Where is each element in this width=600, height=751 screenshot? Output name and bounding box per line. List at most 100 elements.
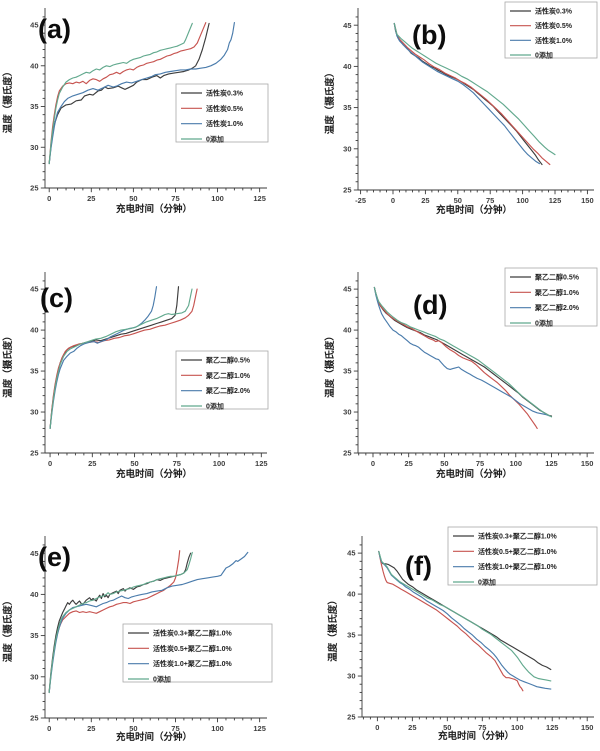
svg-text:30: 30: [30, 672, 38, 681]
x-axis-title: 充电时间（分钟）: [436, 468, 512, 480]
svg-text:30: 30: [30, 143, 38, 152]
svg-text:0: 0: [391, 196, 395, 205]
svg-text:30: 30: [30, 408, 38, 417]
svg-text:0添加: 0添加: [206, 402, 224, 411]
chart-d-svg: 0 25 50 75 100 125 150 25 30 35 40 45 充电时间（分钟） 温度（摄氏度…: [324, 267, 598, 480]
svg-text:100: 100: [516, 196, 529, 205]
panel-label-b: (b): [412, 20, 446, 50]
chart-panel-a: 0 25 50 75 100 125 25 30 35 40 45 充电时间（分钟） 温度（摄氏度） (a…: [0, 0, 300, 250]
legend-e: 活性炭0.3+聚乙二醇1.0% 活性炭0.5+聚乙二醇1.0% 活性炭1.0+聚乙二…: [122, 623, 273, 684]
panel-label-c: (c): [40, 283, 73, 313]
svg-text:聚乙二醇1.0%: 聚乙二醇1.0%: [205, 371, 251, 380]
svg-text:聚乙二醇0.5%: 聚乙二醇0.5%: [534, 273, 580, 282]
panel-label-f: (f): [405, 551, 432, 581]
series-a-0: [48, 22, 210, 165]
svg-text:25: 25: [88, 459, 96, 468]
tick-labels: -25 0 25 50 75 100 125 150 25 30 35 40 45: [343, 21, 594, 205]
svg-text:75: 75: [478, 723, 486, 732]
svg-text:充电时间（分钟）: 充电时间（分钟）: [116, 468, 192, 480]
svg-text:0: 0: [48, 459, 52, 468]
svg-text:活性炭1.0%: 活性炭1.0%: [535, 36, 573, 45]
series-d-3: [373, 286, 553, 418]
axes: [40, 272, 267, 458]
svg-text:0添加: 0添加: [478, 578, 496, 587]
svg-text:25: 25: [87, 724, 95, 733]
svg-text:25: 25: [408, 723, 416, 732]
chart-panel-d: 0 25 50 75 100 125 150 25 30 35 40 45 充电时间（分钟） 温度（摄氏度…: [300, 250, 600, 500]
svg-text:0: 0: [371, 459, 375, 468]
svg-text:125: 125: [549, 196, 562, 205]
svg-text:150: 150: [581, 459, 594, 468]
series-a-3: [48, 22, 193, 165]
chart-c-svg: 0 25 50 75 100 125 25 30 35 40 45 充电时间（分钟） 温度（摄氏度） (c…: [2, 272, 269, 480]
svg-text:75: 75: [486, 196, 494, 205]
chart-panel-b: -25 0 25 50 75 100 125 150 25 30 35 40 45 充电时间（分钟） 温度（…: [300, 0, 600, 250]
svg-text:25: 25: [30, 184, 38, 193]
tick-labels: 0 25 50 75 100 125 25 30 35 40 45: [30, 285, 267, 468]
svg-text:40: 40: [30, 326, 38, 335]
series-e-0: [48, 552, 192, 693]
panel-label-d: (d): [413, 290, 447, 320]
svg-text:充电时间（分钟）: 充电时间（分钟）: [116, 203, 192, 215]
svg-text:35: 35: [30, 102, 38, 111]
legend-a: 活性炭0.3% 活性炭0.5% 活性炭1.0% 0添加: [175, 83, 269, 144]
series-e-3: [48, 551, 193, 694]
svg-text:40: 40: [30, 61, 38, 70]
svg-text:40: 40: [30, 590, 38, 599]
svg-text:温度（摄氏度）: 温度（摄氏度）: [327, 595, 339, 662]
svg-text:45: 45: [347, 549, 355, 558]
svg-text:75: 75: [476, 459, 484, 468]
svg-text:100: 100: [213, 459, 226, 468]
svg-text:充电时间（分钟）: 充电时间（分钟）: [436, 204, 512, 216]
svg-text:25: 25: [87, 194, 95, 203]
svg-text:活性炭0.3+聚乙二醇1.0%: 活性炭0.3+聚乙二醇1.0%: [153, 629, 233, 638]
series-b-1: [393, 22, 551, 166]
tick-labels: 0 25 50 75 100 125 150 25 30 35 40 45: [343, 285, 593, 468]
svg-text:活性炭0.3%: 活性炭0.3%: [206, 89, 244, 98]
svg-text:125: 125: [255, 459, 268, 468]
svg-text:125: 125: [546, 723, 559, 732]
svg-text:(c): (c): [40, 283, 73, 313]
svg-text:温度（摄氏度）: 温度（摄氏度）: [324, 331, 336, 398]
svg-text:(f): (f): [405, 551, 432, 581]
svg-text:25: 25: [343, 449, 351, 458]
svg-text:100: 100: [211, 724, 224, 733]
chart-panel-f: 0 25 50 75 100 125 150 25 30 35 40 45 充电时间（分钟） 温度（摄氏度…: [300, 500, 600, 751]
panel-label-e: (e): [38, 542, 71, 572]
svg-text:(e): (e): [38, 542, 71, 572]
svg-text:50: 50: [454, 196, 462, 205]
svg-text:0: 0: [375, 723, 379, 732]
svg-text:活性炭1.0+聚乙二醇1.0%: 活性炭1.0+聚乙二醇1.0%: [478, 562, 558, 571]
svg-text:活性炭0.5%: 活性炭0.5%: [206, 104, 244, 113]
axes: [40, 536, 267, 723]
svg-text:0添加: 0添加: [206, 135, 224, 144]
svg-text:-25: -25: [355, 196, 366, 205]
axes: [353, 272, 594, 458]
svg-text:150: 150: [581, 196, 594, 205]
svg-text:活性炭0.5%: 活性炭0.5%: [535, 21, 573, 30]
y-axis-title: 温度（摄氏度）: [324, 331, 336, 398]
svg-text:0: 0: [47, 724, 51, 733]
svg-text:125: 125: [253, 194, 266, 203]
svg-text:25: 25: [347, 713, 355, 722]
series-a-1: [48, 22, 207, 165]
svg-text:0添加: 0添加: [535, 51, 553, 60]
tick-labels: 0 25 50 75 100 125 25 30 35 40 45: [30, 21, 266, 203]
svg-text:100: 100: [511, 723, 524, 732]
svg-text:50: 50: [129, 724, 137, 733]
svg-text:充电时间（分钟）: 充电时间（分钟）: [438, 730, 514, 742]
svg-text:25: 25: [30, 714, 38, 723]
svg-text:30: 30: [343, 408, 351, 417]
legend-b: 活性炭0.3% 活性炭0.5% 活性炭1.0% 0添加: [504, 1, 598, 60]
svg-text:35: 35: [347, 631, 355, 640]
svg-text:50: 50: [443, 723, 451, 732]
svg-text:0: 0: [47, 194, 51, 203]
legend-d: 聚乙二醇0.5% 聚乙二醇1.0% 聚乙二醇2.0% 0添加: [504, 267, 598, 328]
svg-text:聚乙二醇1.0%: 聚乙二醇1.0%: [534, 288, 580, 297]
svg-text:活性炭0.5+聚乙二醇1.0%: 活性炭0.5+聚乙二醇1.0%: [153, 644, 233, 653]
svg-text:150: 150: [581, 723, 594, 732]
svg-text:45: 45: [343, 285, 351, 294]
x-axis-title: 充电时间（分钟）: [438, 730, 514, 742]
chart-b-svg: -25 0 25 50 75 100 125 150 25 30 35 40 45 充电时间（分钟） 温度（…: [324, 1, 598, 216]
